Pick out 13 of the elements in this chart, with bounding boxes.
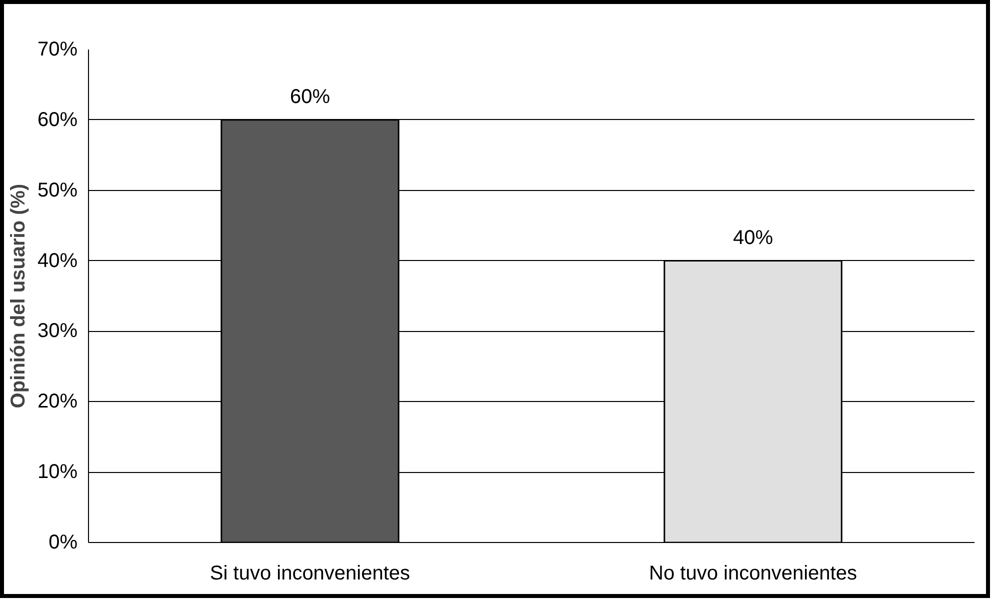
y-tick-label: 70% bbox=[37, 38, 78, 60]
y-tick-label: 10% bbox=[37, 461, 78, 484]
data-label: 40% bbox=[732, 226, 774, 249]
data-label: 60% bbox=[290, 86, 330, 108]
y-tick-label: 0% bbox=[48, 532, 78, 554]
y-tick-label: 50% bbox=[37, 179, 78, 202]
y-tick-label: 20% bbox=[37, 390, 78, 413]
y-tick-label: 40% bbox=[37, 250, 78, 272]
y-tick-label: 30% bbox=[37, 320, 78, 342]
y-tick-label: 60% bbox=[37, 108, 78, 131]
x-tick-label: No tuvo inconvenientes bbox=[649, 562, 857, 584]
x-tick-label: Si tuvo inconvenientes bbox=[210, 562, 410, 584]
y-axis-title: Opinión del usuario (%) bbox=[7, 184, 30, 408]
